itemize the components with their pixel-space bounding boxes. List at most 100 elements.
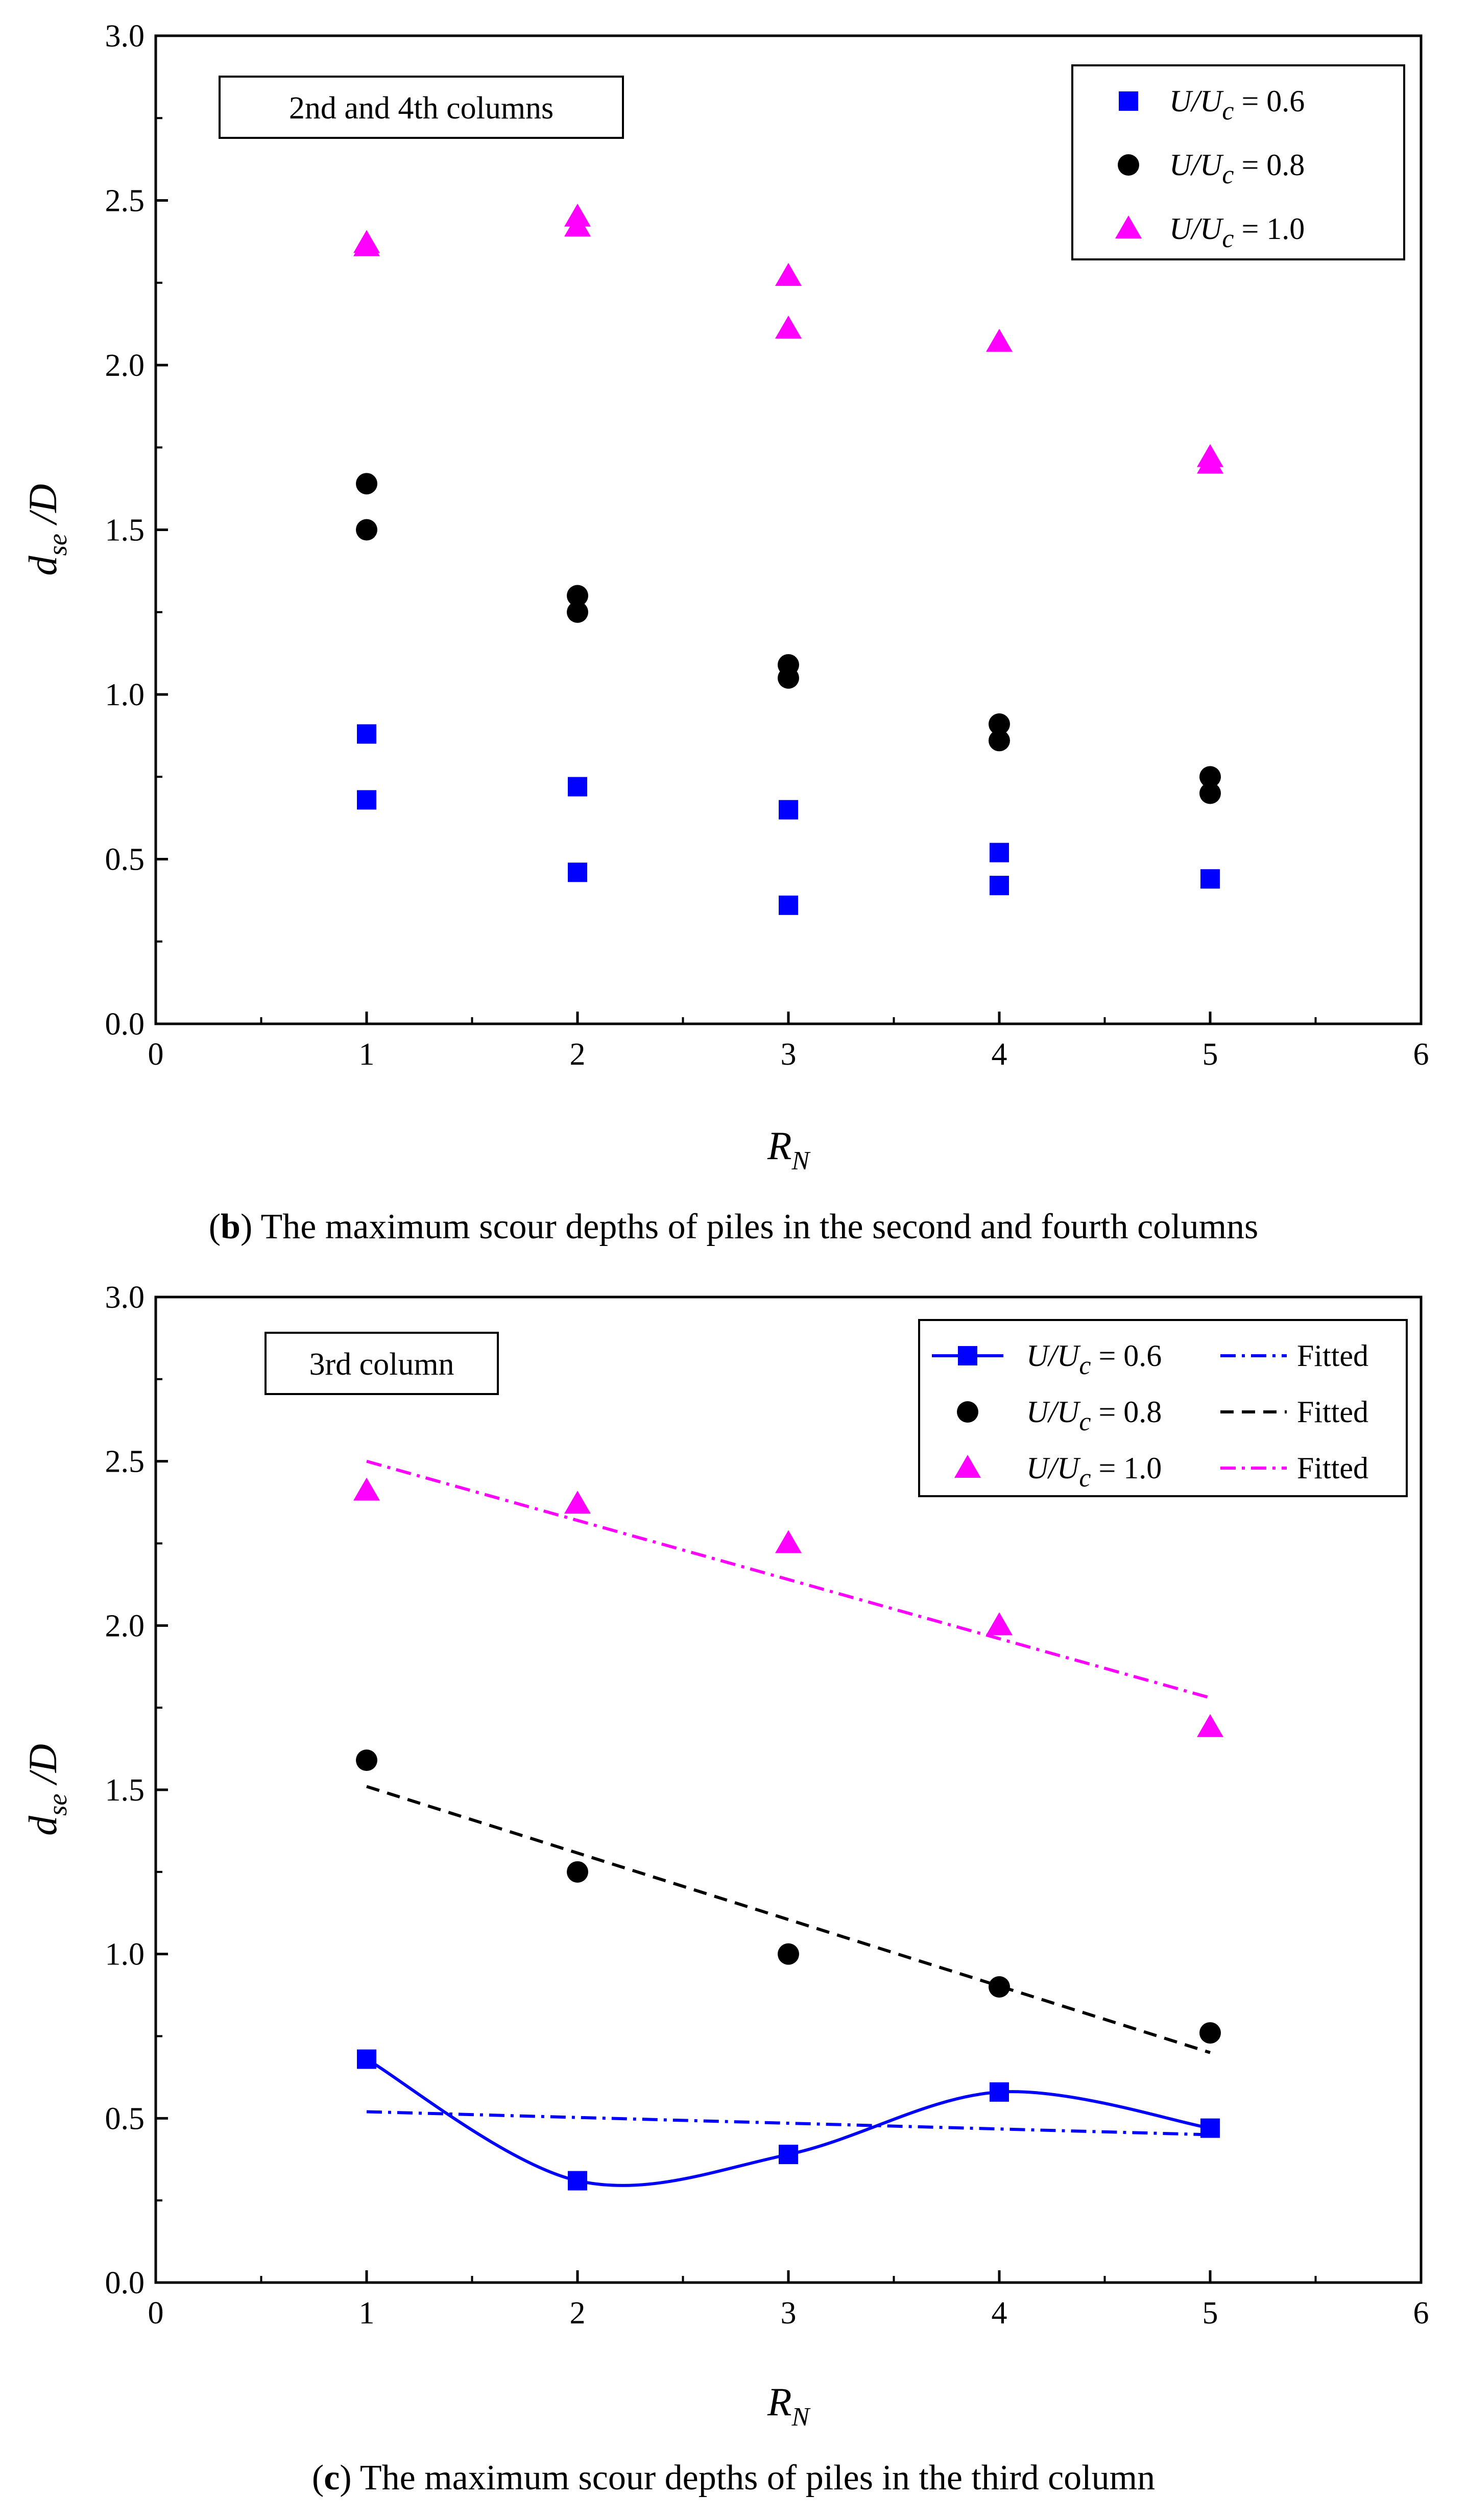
y-axis-title-main: d [20,555,65,575]
y-tick-label: 0.0 [105,2266,145,2300]
legend-marker-0 [958,1346,977,1365]
caption-open: ( [209,1207,221,1246]
y-tick-label: 2.5 [105,1445,145,1479]
caption-text: ) The maximum scour depths of piles in t… [340,2458,1155,2498]
x-tick-label: 0 [148,2296,164,2331]
legend-label-sub: c [1079,1351,1091,1380]
point-s2-8 [1197,450,1223,474]
legend-marker-2 [1115,215,1142,238]
y-axis-title-sub: se [43,534,73,556]
caption-letter: b [221,1207,241,1246]
legend-label-0: U/Uc = 0.6 [1026,1339,1162,1380]
caption: (b) The maximum scour depths of piles in… [209,1207,1259,1246]
caption-open: ( [312,2458,324,2498]
y-axis-title-sub: se [43,1794,73,1816]
point-s1-2 [567,585,588,607]
x-axis-title: RN [767,2380,811,2432]
legend-label-2: U/Uc = 1.0 [1169,212,1305,253]
x-tick-label: 5 [1203,1037,1218,1072]
point-s1-4 [1199,2022,1221,2044]
legend-label-tail: = 0.8 [1234,148,1305,182]
point-s0-0 [357,2049,376,2069]
fit-line-series-0 [366,2110,1211,2137]
point-s0-7 [990,876,1009,896]
panel-tag: 2nd and 4th columns [289,91,554,126]
y-axis-title: dse /D [20,1744,73,1836]
legend-marker-1 [957,1401,978,1423]
x-tick-label: 5 [1203,2296,1218,2331]
point-s1-2 [778,1943,799,1965]
point-s0-8 [1200,869,1220,889]
point-s2-6 [986,328,1013,352]
x-axis-title-main: R [767,1123,792,1168]
point-s1-3 [567,601,588,623]
legend-label-tail: = 1.0 [1234,212,1305,246]
y-tick-label: 1.5 [105,1773,145,1808]
legend-label-tail: = 1.0 [1091,1451,1162,1485]
panel-tag-box [264,1332,499,1395]
legend-label-main: U/U [1026,1395,1081,1429]
legend-label-sub: c [1222,160,1234,189]
legend-fit-label-0: Fitted [1297,1339,1368,1373]
point-s2-2 [775,1530,802,1553]
point-s1-9 [1199,782,1221,804]
legend-box [918,1319,1408,1497]
y-tick-label: 2.5 [105,184,145,219]
point-s0-1 [568,2171,587,2191]
caption: (c) The maximum scour depths of piles in… [312,2458,1155,2498]
y-tick-label: 3.0 [105,19,145,54]
point-s2-4 [1197,1714,1223,1737]
legend-label-main: U/U [1169,212,1224,246]
legend-label-main: U/U [1026,1451,1081,1485]
legend-marker-2 [954,1455,981,1478]
x-tick-label: 1 [359,2296,375,2331]
x-tick-label: 2 [570,2296,586,2331]
point-s0-4 [1200,2118,1220,2138]
point-s2-1 [353,233,380,256]
y-tick-label: 1.0 [105,678,145,712]
legend-label-sub: c [1222,224,1234,253]
point-s1-0 [356,473,377,495]
legend-label-main: U/U [1026,1339,1081,1373]
legend-label-sub: c [1222,97,1234,126]
point-s1-3 [989,1976,1010,1998]
point-s0-2 [568,777,587,797]
x-tick-label: 4 [992,2296,1007,2331]
panel-tag-box [219,76,624,139]
legend-label-sub: c [1079,1463,1091,1493]
legend-label-main: U/U [1169,148,1224,182]
x-tick-label: 0 [148,1037,164,1072]
y-tick-label: 3.0 [105,1280,145,1315]
point-s0-0 [357,724,376,744]
legend-label-1: U/Uc = 0.8 [1169,148,1305,189]
x-tick-label: 2 [570,1037,586,1072]
point-s0-5 [779,895,798,915]
y-tick-label: 0.5 [105,2101,145,2136]
legend-label-2: U/Uc = 1.0 [1026,1451,1162,1493]
point-s2-1 [564,1491,591,1514]
point-s1-1 [356,519,377,541]
point-s2-4 [775,262,802,286]
fit-line-series-2 [366,1459,1211,1699]
point-s1-7 [989,730,1010,752]
point-s0-1 [357,790,376,810]
point-s1-6 [989,713,1010,735]
x-tick-label: 6 [1413,2296,1429,2331]
legend-fit-label-2: Fitted [1297,1451,1368,1485]
point-s1-1 [567,1861,588,1883]
x-axis-title: RN [767,1123,811,1175]
legend-label-tail: = 0.6 [1234,84,1305,118]
point-s2-3 [986,1612,1013,1636]
y-tick-label: 0.0 [105,1007,145,1042]
point-s2-5 [775,316,802,339]
caption-text: ) The maximum scour depths of piles in t… [241,1207,1258,1246]
y-axis-title: dse /D [20,484,73,576]
x-axis-title-sub: N [791,2403,811,2432]
legend-label-sub: c [1079,1407,1091,1436]
y-axis-title-main: d [20,1815,65,1836]
y-axis-title-tail: /D [20,484,65,534]
x-tick-label: 4 [992,1037,1007,1072]
x-tick-label: 6 [1413,1037,1429,1072]
legend-label-main: U/U [1169,84,1224,118]
